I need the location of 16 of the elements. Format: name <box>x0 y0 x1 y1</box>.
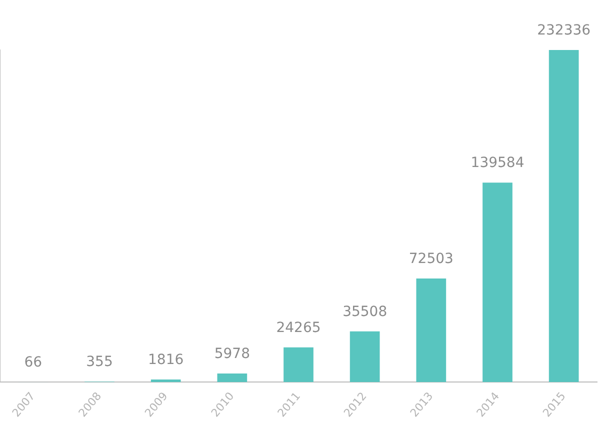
data-label: 24265 <box>276 320 321 336</box>
bar <box>482 182 512 382</box>
data-label: 5978 <box>214 346 250 362</box>
data-label: 139584 <box>470 155 524 172</box>
data-label: 72503 <box>408 251 454 268</box>
data-label: 355 <box>86 354 113 370</box>
bar <box>350 331 380 382</box>
bar <box>416 278 446 382</box>
bar <box>217 374 248 382</box>
bar <box>284 347 314 382</box>
data-label: 232336 <box>537 22 591 39</box>
data-label: 66 <box>24 354 42 371</box>
bar <box>548 50 579 382</box>
data-label: 1816 <box>148 352 184 368</box>
bar <box>150 379 181 382</box>
data-label: 35508 <box>342 304 388 320</box>
